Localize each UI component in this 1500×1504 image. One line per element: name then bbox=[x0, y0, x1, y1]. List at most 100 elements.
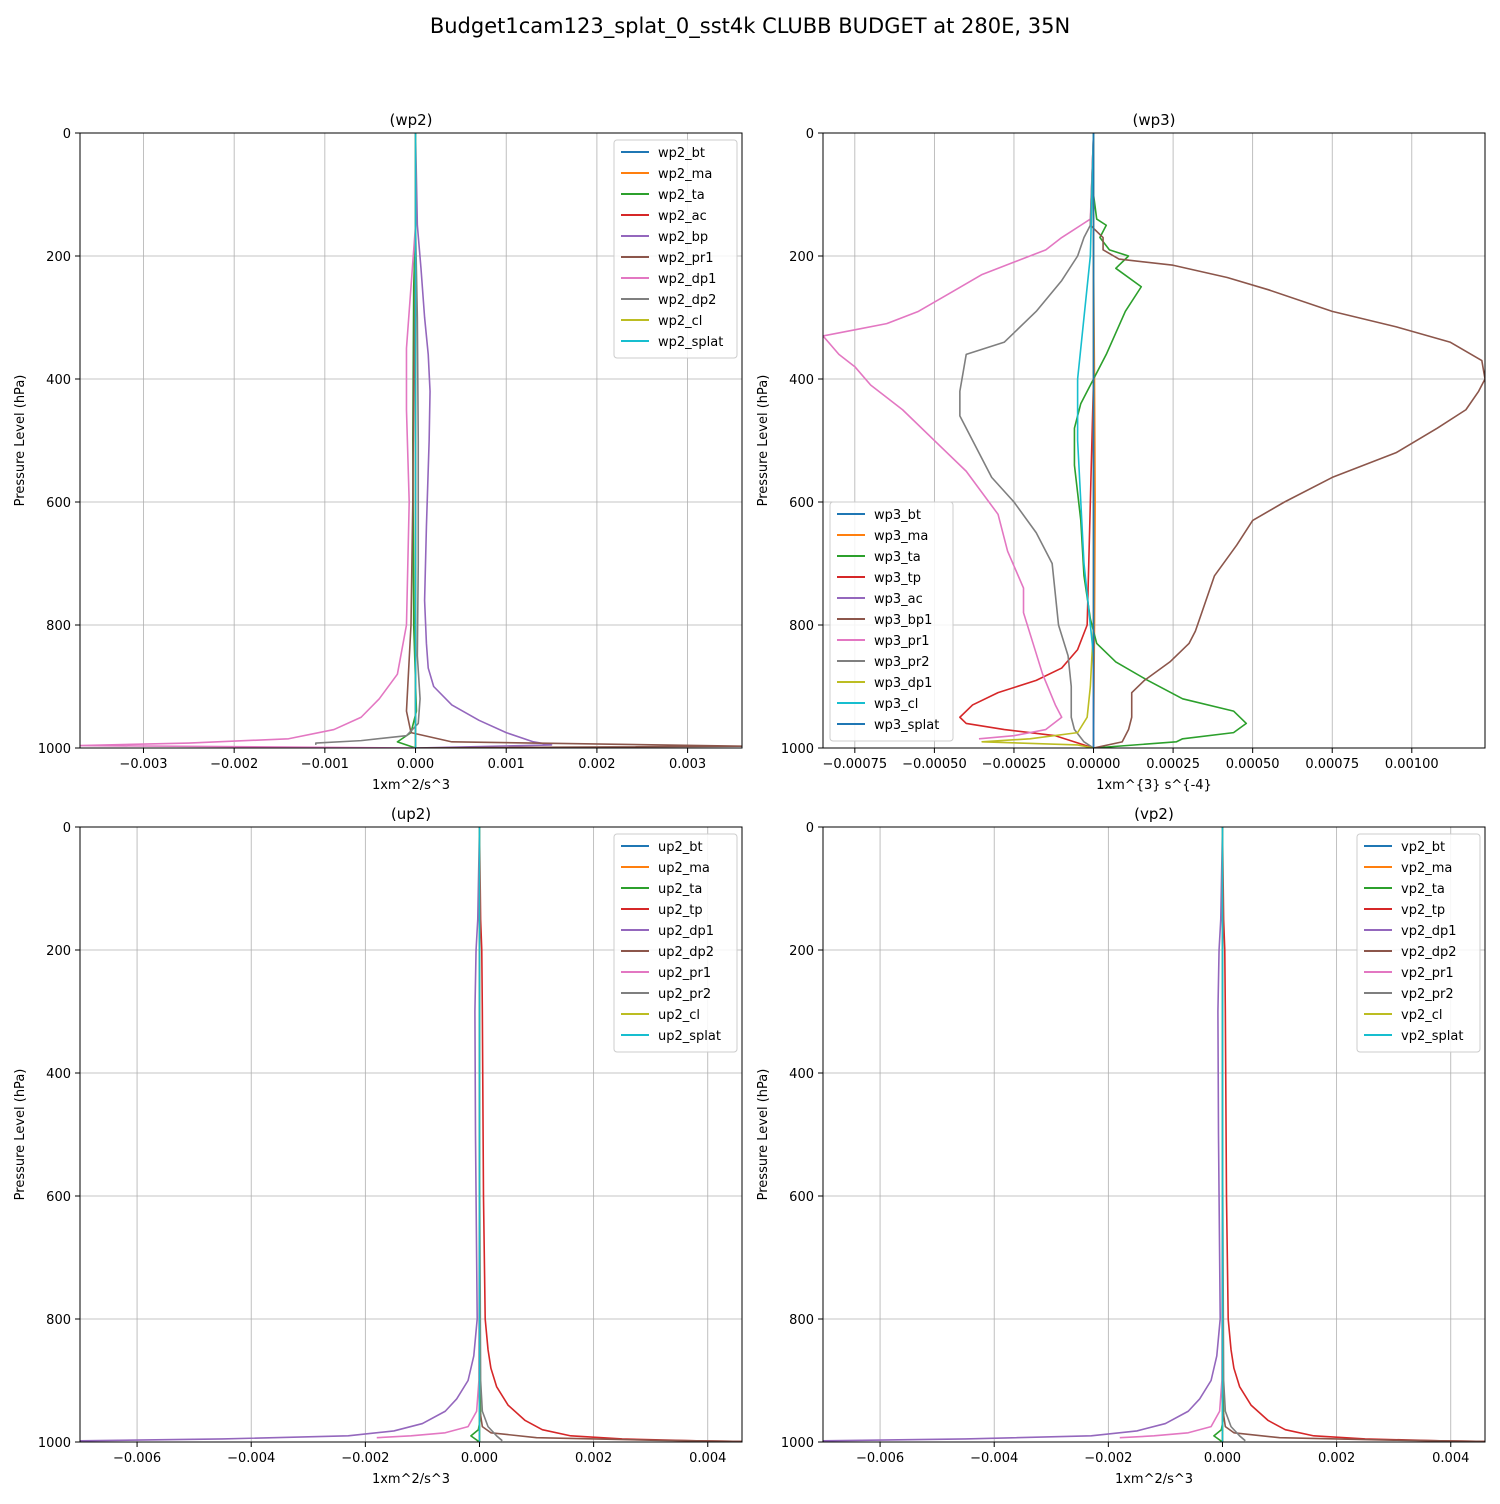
x-axis-label: 1xm^2/s^3 bbox=[372, 778, 450, 793]
legend-label-wp3_cl: wp3_cl bbox=[874, 697, 918, 712]
subplot-0: −0.003 −0.002 −0.001 0.000 0.001 0.002 0.003 0 2… bbox=[13, 111, 743, 793]
subplot-2: −0.006 −0.004 −0.002 0.000 0.002 0.004 0 200 400… bbox=[13, 805, 743, 1487]
legend-label-up2_ta: up2_ta bbox=[658, 882, 702, 897]
legend-label-wp2_splat: wp2_splat bbox=[658, 335, 723, 350]
y-tick-label: 600 bbox=[789, 1190, 814, 1205]
figure-suptitle: Budget1cam123_splat_0_sst4k CLUBB BUDGET… bbox=[429, 14, 1071, 38]
legend-label-up2_tp: up2_tp bbox=[658, 903, 703, 918]
series-line-vp2_tp bbox=[1221, 827, 1485, 1442]
legend-label-vp2_tp: vp2_tp bbox=[1401, 903, 1445, 918]
y-axis-label: Pressure Level (hPa) bbox=[756, 1069, 771, 1201]
y-tick-label: 0 bbox=[806, 821, 814, 836]
y-tick-label: 800 bbox=[789, 619, 814, 634]
y-tick-label: 0 bbox=[806, 127, 814, 142]
x-tick-label: 0.002 bbox=[575, 1451, 612, 1466]
legend-label-up2_dp2: up2_dp2 bbox=[658, 945, 714, 960]
legend-label-wp3_ta: wp3_ta bbox=[874, 550, 921, 565]
x-tick-label: 0.00000 bbox=[1067, 757, 1121, 772]
legend-label-vp2_bt: vp2_bt bbox=[1401, 840, 1445, 855]
series-line-up2_tp bbox=[478, 827, 742, 1442]
series-line-wp3_pr1 bbox=[823, 133, 1095, 740]
y-axis-label: Pressure Level (hPa) bbox=[756, 375, 771, 507]
y-tick-label: 400 bbox=[789, 1067, 814, 1082]
series-lines bbox=[80, 133, 742, 748]
legend-label-vp2_ma: vp2_ma bbox=[1401, 861, 1452, 876]
y-tick-label: 200 bbox=[46, 250, 71, 265]
legend-label-wp2_dp1: wp2_dp1 bbox=[658, 272, 716, 287]
series-line-vp2_dp1 bbox=[823, 827, 1224, 1442]
x-tick-label: 0.000 bbox=[1204, 1451, 1241, 1466]
legend-label-wp2_bp: wp2_bp bbox=[658, 230, 708, 245]
legend-label-wp3_splat: wp3_splat bbox=[874, 718, 939, 733]
x-tick-label: −0.001 bbox=[301, 757, 349, 772]
y-tick-label: 0 bbox=[63, 127, 71, 142]
legend: wp3_bt wp3_ma wp3_ta wp3_tp wp3_ac wp3_bp1 wp3… bbox=[829, 501, 954, 742]
y-tick-label: 400 bbox=[46, 1067, 71, 1082]
series-lines bbox=[823, 133, 1485, 748]
legend-label-up2_ma: up2_ma bbox=[658, 861, 710, 876]
y-tick-label: 600 bbox=[789, 496, 814, 511]
legend-label-wp3_ma: wp3_ma bbox=[874, 529, 928, 544]
x-tick-label: 0.002 bbox=[578, 757, 615, 772]
x-tick-label: −0.002 bbox=[341, 1451, 389, 1466]
legend: up2_bt up2_ma up2_ta up2_tp up2_dp1 up2_dp2up… bbox=[613, 833, 738, 1053]
legend-label-vp2_dp1: vp2_dp1 bbox=[1401, 924, 1457, 939]
axes-frame bbox=[79, 132, 743, 749]
y-axis-label: Pressure Level (hPa) bbox=[13, 1069, 28, 1201]
x-axis-label: 1xm^2/s^3 bbox=[372, 1472, 450, 1487]
y-tick-label: 600 bbox=[46, 496, 71, 511]
legend-label-vp2_pr1: vp2_pr1 bbox=[1401, 966, 1454, 981]
series-line-wp2_dp2 bbox=[314, 133, 421, 745]
legend-label-wp3_dp1: wp3_dp1 bbox=[874, 676, 932, 691]
legend-label-wp2_ta: wp2_ta bbox=[658, 188, 705, 203]
x-tick-label: −0.004 bbox=[227, 1451, 275, 1466]
series-line-wp3_tp bbox=[959, 133, 1095, 748]
y-tick-label: 0 bbox=[63, 821, 71, 836]
subplot-title: (up2) bbox=[391, 805, 431, 823]
legend-label-up2_pr1: up2_pr1 bbox=[658, 966, 711, 981]
y-tick-label: 800 bbox=[789, 1313, 814, 1328]
series-line-wp3_ta bbox=[1073, 133, 1248, 748]
legend: wp2_bt wp2_ma wp2_ta wp2_ac wp2_bp wp2_pr1 wp2… bbox=[613, 139, 738, 359]
legend-label-up2_splat: up2_splat bbox=[658, 1029, 721, 1044]
legend-label-up2_pr2: up2_pr2 bbox=[658, 987, 711, 1002]
x-tick-label: 0.002 bbox=[1318, 1451, 1355, 1466]
y-tick-label: 400 bbox=[46, 373, 71, 388]
legend-label-wp3_pr2: wp3_pr2 bbox=[874, 655, 930, 670]
legend-label-wp2_bt: wp2_bt bbox=[658, 146, 705, 161]
axes-frame bbox=[79, 826, 743, 1443]
series-line-wp2_bp bbox=[414, 133, 553, 748]
x-tick-label: 0.00100 bbox=[1385, 757, 1439, 772]
x-axis-label: 1xm^2/s^3 bbox=[1115, 1472, 1193, 1487]
legend: vp2_bt vp2_ma vp2_ta vp2_tp vp2_dp1 vp2_dp2vp… bbox=[1356, 833, 1481, 1053]
legend-label-wp3_pr1: wp3_pr1 bbox=[874, 634, 930, 649]
legend-label-up2_cl: up2_cl bbox=[658, 1008, 700, 1023]
legend-label-vp2_cl: vp2_cl bbox=[1401, 1008, 1442, 1023]
x-tick-label: 0.004 bbox=[689, 1451, 726, 1466]
y-tick-label: 400 bbox=[789, 373, 814, 388]
legend-label-up2_dp1: up2_dp1 bbox=[658, 924, 714, 939]
legend-label-wp3_bt: wp3_bt bbox=[874, 508, 921, 523]
series-line-wp2_dp1 bbox=[80, 133, 417, 748]
series-line-wp3_bp1 bbox=[1089, 133, 1485, 748]
legend-label-up2_bt: up2_bt bbox=[658, 840, 703, 855]
y-tick-label: 200 bbox=[46, 944, 71, 959]
y-axis-label: Pressure Level (hPa) bbox=[13, 375, 28, 507]
y-tick-label: 1000 bbox=[781, 1436, 814, 1451]
legend-label-wp2_ma: wp2_ma bbox=[658, 167, 712, 182]
series-line-up2_dp1 bbox=[80, 827, 481, 1442]
x-tick-label: 0.000 bbox=[397, 757, 434, 772]
x-tick-label: 0.00025 bbox=[1146, 757, 1200, 772]
x-tick-label: −0.00025 bbox=[982, 757, 1047, 772]
y-tick-label: 800 bbox=[46, 1313, 71, 1328]
x-tick-label: −0.00050 bbox=[902, 757, 967, 772]
x-tick-label: 0.00050 bbox=[1226, 757, 1280, 772]
x-tick-label: −0.002 bbox=[1084, 1451, 1132, 1466]
subplot-title: (wp3) bbox=[1132, 111, 1175, 129]
x-tick-label: −0.003 bbox=[119, 757, 167, 772]
legend-label-vp2_ta: vp2_ta bbox=[1401, 882, 1445, 897]
y-tick-label: 200 bbox=[789, 250, 814, 265]
x-tick-label: 0.001 bbox=[488, 757, 525, 772]
axes-frame bbox=[822, 826, 1486, 1443]
